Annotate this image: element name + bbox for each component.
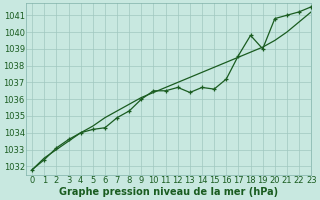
X-axis label: Graphe pression niveau de la mer (hPa): Graphe pression niveau de la mer (hPa) (59, 187, 278, 197)
